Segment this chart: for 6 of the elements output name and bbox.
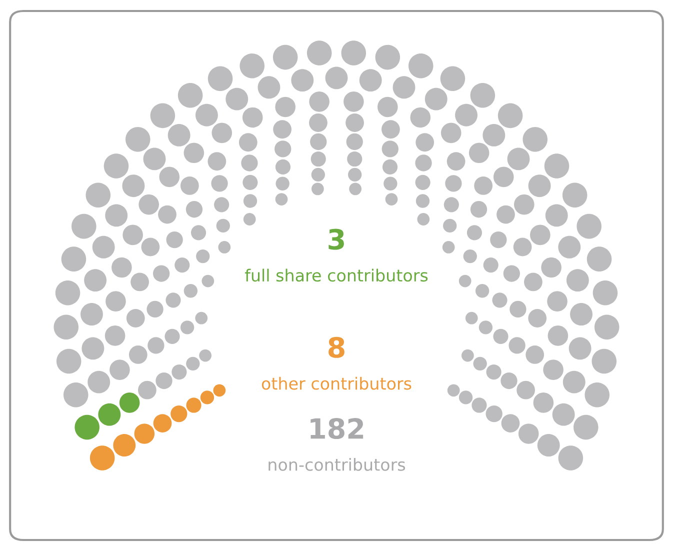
data-label: 182: [310, 418, 364, 440]
category-label: non-contributors: [268, 458, 406, 471]
category-label: full share contributors: [244, 268, 428, 282]
category-label: other contributors: [262, 376, 412, 390]
data-label: 3: [328, 228, 344, 250]
data-label: 8: [328, 336, 344, 358]
